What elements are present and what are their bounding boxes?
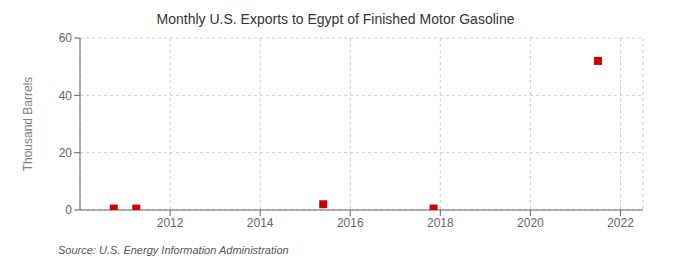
svg-text:2022: 2022: [607, 216, 634, 230]
svg-text:60: 60: [59, 31, 73, 45]
svg-text:20: 20: [59, 146, 73, 160]
svg-text:2012: 2012: [157, 216, 184, 230]
svg-text:2016: 2016: [337, 216, 364, 230]
svg-text:2020: 2020: [517, 216, 544, 230]
html-text:Source: U.S. Energy Informatio: Source: U.S. Energy Information Administ…: [58, 244, 289, 256]
html-text:Monthly U.S. Exports to Egypt: Monthly U.S. Exports to Egypt of Finishe…: [156, 11, 515, 27]
svg-text:0: 0: [65, 203, 72, 217]
svg-text:2014: 2014: [247, 216, 274, 230]
svg-text:40: 40: [59, 89, 73, 103]
svg-text:Thousand Barrels: Thousand Barrels: [21, 77, 35, 172]
svg-text:2018: 2018: [427, 216, 454, 230]
